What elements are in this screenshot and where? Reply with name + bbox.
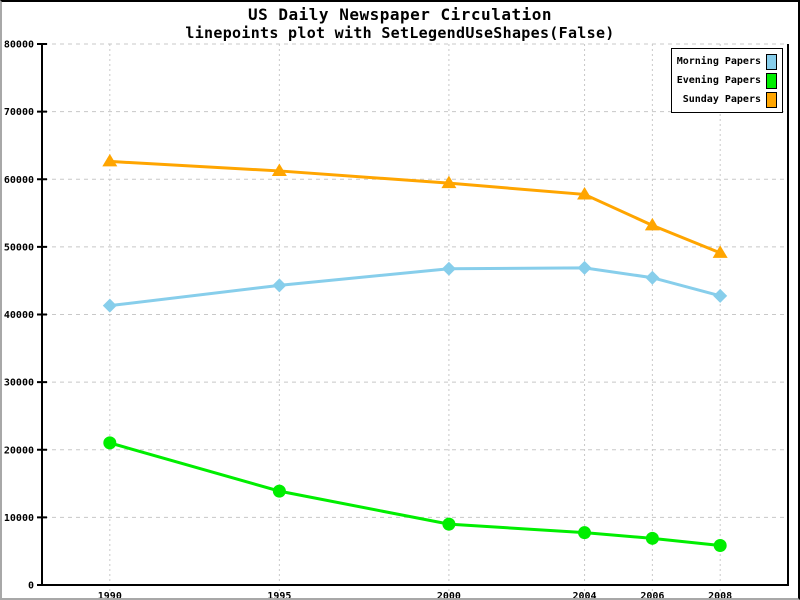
y-tick-label: 0 xyxy=(28,581,34,592)
marker-triangle-sunday-papers xyxy=(271,163,287,176)
marker-circle-evening-papers xyxy=(578,526,592,540)
legend-label-sunday-papers: Sunday Papers xyxy=(682,94,761,105)
legend-swatch-evening-papers xyxy=(766,72,777,89)
legend-swatch-sunday-papers xyxy=(766,91,777,108)
marker-triangle-sunday-papers xyxy=(644,217,660,231)
legend-label-morning-papers: Morning Papers xyxy=(676,56,761,67)
legend-box: Morning Papers Evening Papers Sunday Pap… xyxy=(671,48,783,113)
series-line-sunday-papers xyxy=(109,159,721,255)
chart-title: US Daily Newspaper Circulation xyxy=(248,5,552,24)
marker-circle-evening-papers xyxy=(713,539,727,553)
legend-item-morning-papers: Morning Papers xyxy=(675,52,777,71)
series-line-morning-papers xyxy=(109,266,721,308)
marker-diamond-morning-papers xyxy=(713,288,728,303)
marker-diamond-morning-papers xyxy=(272,278,287,293)
y-tick-label: 60000 xyxy=(4,175,34,186)
y-tick-label: 50000 xyxy=(4,242,34,253)
marker-triangle-sunday-papers xyxy=(102,153,118,167)
marker-diamond-morning-papers xyxy=(577,260,592,275)
chart-subtitle: linepoints plot with SetLegendUseShapes(… xyxy=(185,24,615,42)
x-tick-label: 2008 xyxy=(708,591,732,598)
marker-circle-evening-papers xyxy=(442,517,456,531)
x-tick-label: 2000 xyxy=(437,591,461,598)
y-tick-label: 30000 xyxy=(4,378,34,389)
y-tick-label: 40000 xyxy=(4,310,34,321)
legend-item-evening-papers: Evening Papers xyxy=(675,71,777,90)
marker-triangle-sunday-papers xyxy=(712,245,728,258)
y-tick-label: 80000 xyxy=(4,40,34,51)
x-tick-label: 2004 xyxy=(572,591,596,598)
marker-diamond-morning-papers xyxy=(102,298,117,313)
legend-label-evening-papers: Evening Papers xyxy=(676,75,761,86)
marker-diamond-morning-papers xyxy=(441,261,456,276)
marker-circle-evening-papers xyxy=(272,484,286,498)
series-line-evening-papers xyxy=(109,441,721,547)
marker-circle-evening-papers xyxy=(103,436,117,450)
x-tick-label: 1990 xyxy=(98,591,122,598)
marker-circle-evening-papers xyxy=(645,531,659,545)
legend-item-sunday-papers: Sunday Papers xyxy=(675,90,777,109)
y-tick-label: 10000 xyxy=(4,513,34,524)
y-tick-label: 20000 xyxy=(4,445,34,456)
x-tick-label: 1995 xyxy=(267,591,291,598)
x-tick-label: 2006 xyxy=(640,591,664,598)
marker-triangle-sunday-papers xyxy=(441,175,457,189)
legend-swatch-morning-papers xyxy=(766,53,777,70)
y-tick-label: 70000 xyxy=(4,107,34,118)
marker-diamond-morning-papers xyxy=(645,270,660,285)
marker-triangle-sunday-papers xyxy=(577,186,593,200)
